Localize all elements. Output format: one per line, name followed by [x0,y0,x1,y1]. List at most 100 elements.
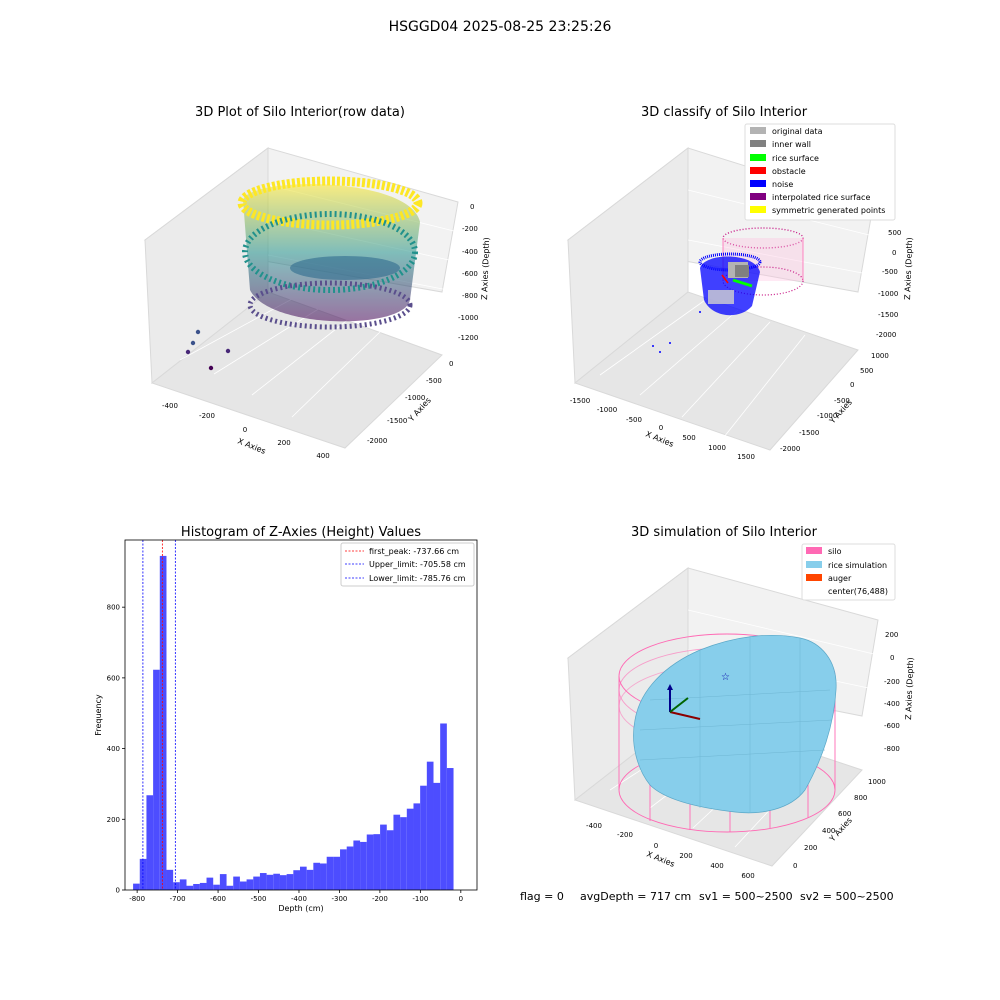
histogram-bar [440,723,447,890]
legend-swatch-rice-surface [750,154,766,161]
simulation-x-tick: -400 [586,822,602,830]
histogram-bar [360,841,367,890]
legend-label-rice-surface: rice surface [772,154,819,163]
histogram-bar [393,814,401,890]
histogram-bar [386,830,394,890]
classify-x-tick: -1000 [597,406,617,414]
footer-sv2: sv2 = 500~2500 [800,890,894,903]
classify-noise-outliers [652,311,701,353]
histogram-x-tick-label: -100 [412,895,428,903]
simulation-z-tick: -200 [884,678,900,686]
histogram-x-tick-label: -700 [170,895,186,903]
histogram-bar [353,840,361,890]
classify-y-tick: -500 [834,397,850,405]
histogram-bar [193,883,200,890]
histogram-bar [259,873,267,890]
histogram-y-tick-label: 200 [107,816,120,824]
histogram-bar [426,761,434,890]
classify-chart-title: 3D classify of Silo Interior [641,105,808,120]
histogram-bar [239,881,247,890]
classify-x-tick: 0 [659,424,663,432]
histogram-bar [219,874,227,890]
legend-swatch-inner-wall [750,140,766,147]
classify-legend: original data inner wall rice surface ob… [744,123,896,221]
histogram-bar [420,785,427,890]
histogram-x-tick-label: -600 [210,895,226,903]
legend-label-rice-simulation: rice simulation [828,561,887,570]
raw-x-tick: 400 [316,452,329,460]
histogram-bar [346,846,354,890]
classify-legend-rows: original data inner wall rice surface ob… [750,127,885,215]
classify-x-label: X Axies [644,430,675,449]
histogram-bar [159,555,167,890]
histogram-y-tick-label: 600 [107,674,120,682]
classify-y-ticks: 1000 500 0 -500 -1000 -1500 -2000 [780,352,889,453]
histogram-y-tick-label: 0 [116,887,120,895]
histogram-x-tick-label: -500 [251,895,267,903]
raw-x-tick: -200 [199,412,215,420]
classify-z-label: Z Axies (Depth) [903,237,914,300]
histogram-bar [373,834,381,890]
classify-y-tick: 0 [850,381,854,389]
simulation-z-ticks: 200 0 -200 -400 -600 -800 [884,631,900,753]
simulation-center-marker-icon: ☆ [721,672,730,683]
classify-legend-box [744,123,896,221]
footer-status: flag = 0 avgDepth = 717 cm sv1 = 500~250… [520,890,894,903]
histogram-bar [293,870,300,890]
classify-z-tick: -1000 [878,290,898,298]
legend-label-interpolated-rice-surface: interpolated rice surface [772,193,870,202]
histogram-bar [400,817,407,890]
legend-swatch-noise [750,180,766,187]
simulation-y-tick: 600 [838,810,851,818]
histogram-bar [199,882,207,890]
histogram-bar [133,883,140,890]
histogram-bar [299,866,307,890]
legend-swatch-silo [806,547,822,554]
simulation-z-tick: 0 [890,654,894,662]
histogram-bar [406,808,414,890]
histogram-bar [153,669,160,890]
legend-label-obstacle: obstacle [772,167,806,176]
simulation-z-tick: 200 [885,631,898,639]
histogram-legend-box [340,542,475,587]
histogram-bar [266,874,274,890]
histogram-bar [326,856,334,890]
histogram-bar [320,863,327,890]
footer-sv1: sv1 = 500~2500 [699,890,793,903]
histogram-vlines [142,540,176,890]
histogram-bar [286,874,294,890]
classify-axes-frame [566,146,874,451]
simulation-auger: ☆ [667,672,730,720]
legend-label-first-peak: first_peak: -737.66 cm [369,547,459,556]
raw-z-ticks: 0 -200 -400 -600 -800 -1000 -1200 [458,203,478,342]
histogram-bar [179,879,187,890]
raw-z-tick: 0 [470,203,474,211]
simulation-x-tick: 200 [679,852,692,860]
histogram-x-label: Depth (cm) [278,904,323,913]
raw-z-tick: -400 [462,248,478,256]
histogram-x-ticks: -800 -700 -600 -500 -400 -300 -200 -100 0 [129,890,463,903]
histogram-y-tick-label: 800 [107,604,120,612]
classify-z-tick: -500 [882,268,898,276]
simulation-x-tick: 600 [741,872,754,880]
raw-z-tick: -600 [462,270,478,278]
classify-x-ticks: -1500 -1000 -500 0 500 1000 1500 [570,397,755,461]
histogram-x-tick-label: -800 [129,895,145,903]
legend-swatch-symmetric-generated-points [750,206,766,213]
raw-y-tick: -1000 [405,394,425,402]
histogram-bars [133,555,454,890]
raw-y-tick: -500 [426,377,442,385]
simulation-x-tick: 400 [710,862,723,870]
legend-label-lower-limit: Lower_limit: -785.76 cm [369,574,466,583]
classify-x-tick: 500 [682,434,695,442]
histogram-title: Histogram of Z-Axies (Height) Values [181,525,421,540]
classify-y-tick: 500 [860,367,873,375]
simulation-x-ticks: -400 -200 0 200 400 600 [586,822,755,880]
histogram-bar [313,862,321,890]
histogram-x-tick-label: -200 [372,895,388,903]
histogram-bar [333,856,341,890]
histogram-bar [366,834,374,890]
raw-y-tick: 0 [449,360,453,368]
simulation-x-tick: -200 [617,831,633,839]
